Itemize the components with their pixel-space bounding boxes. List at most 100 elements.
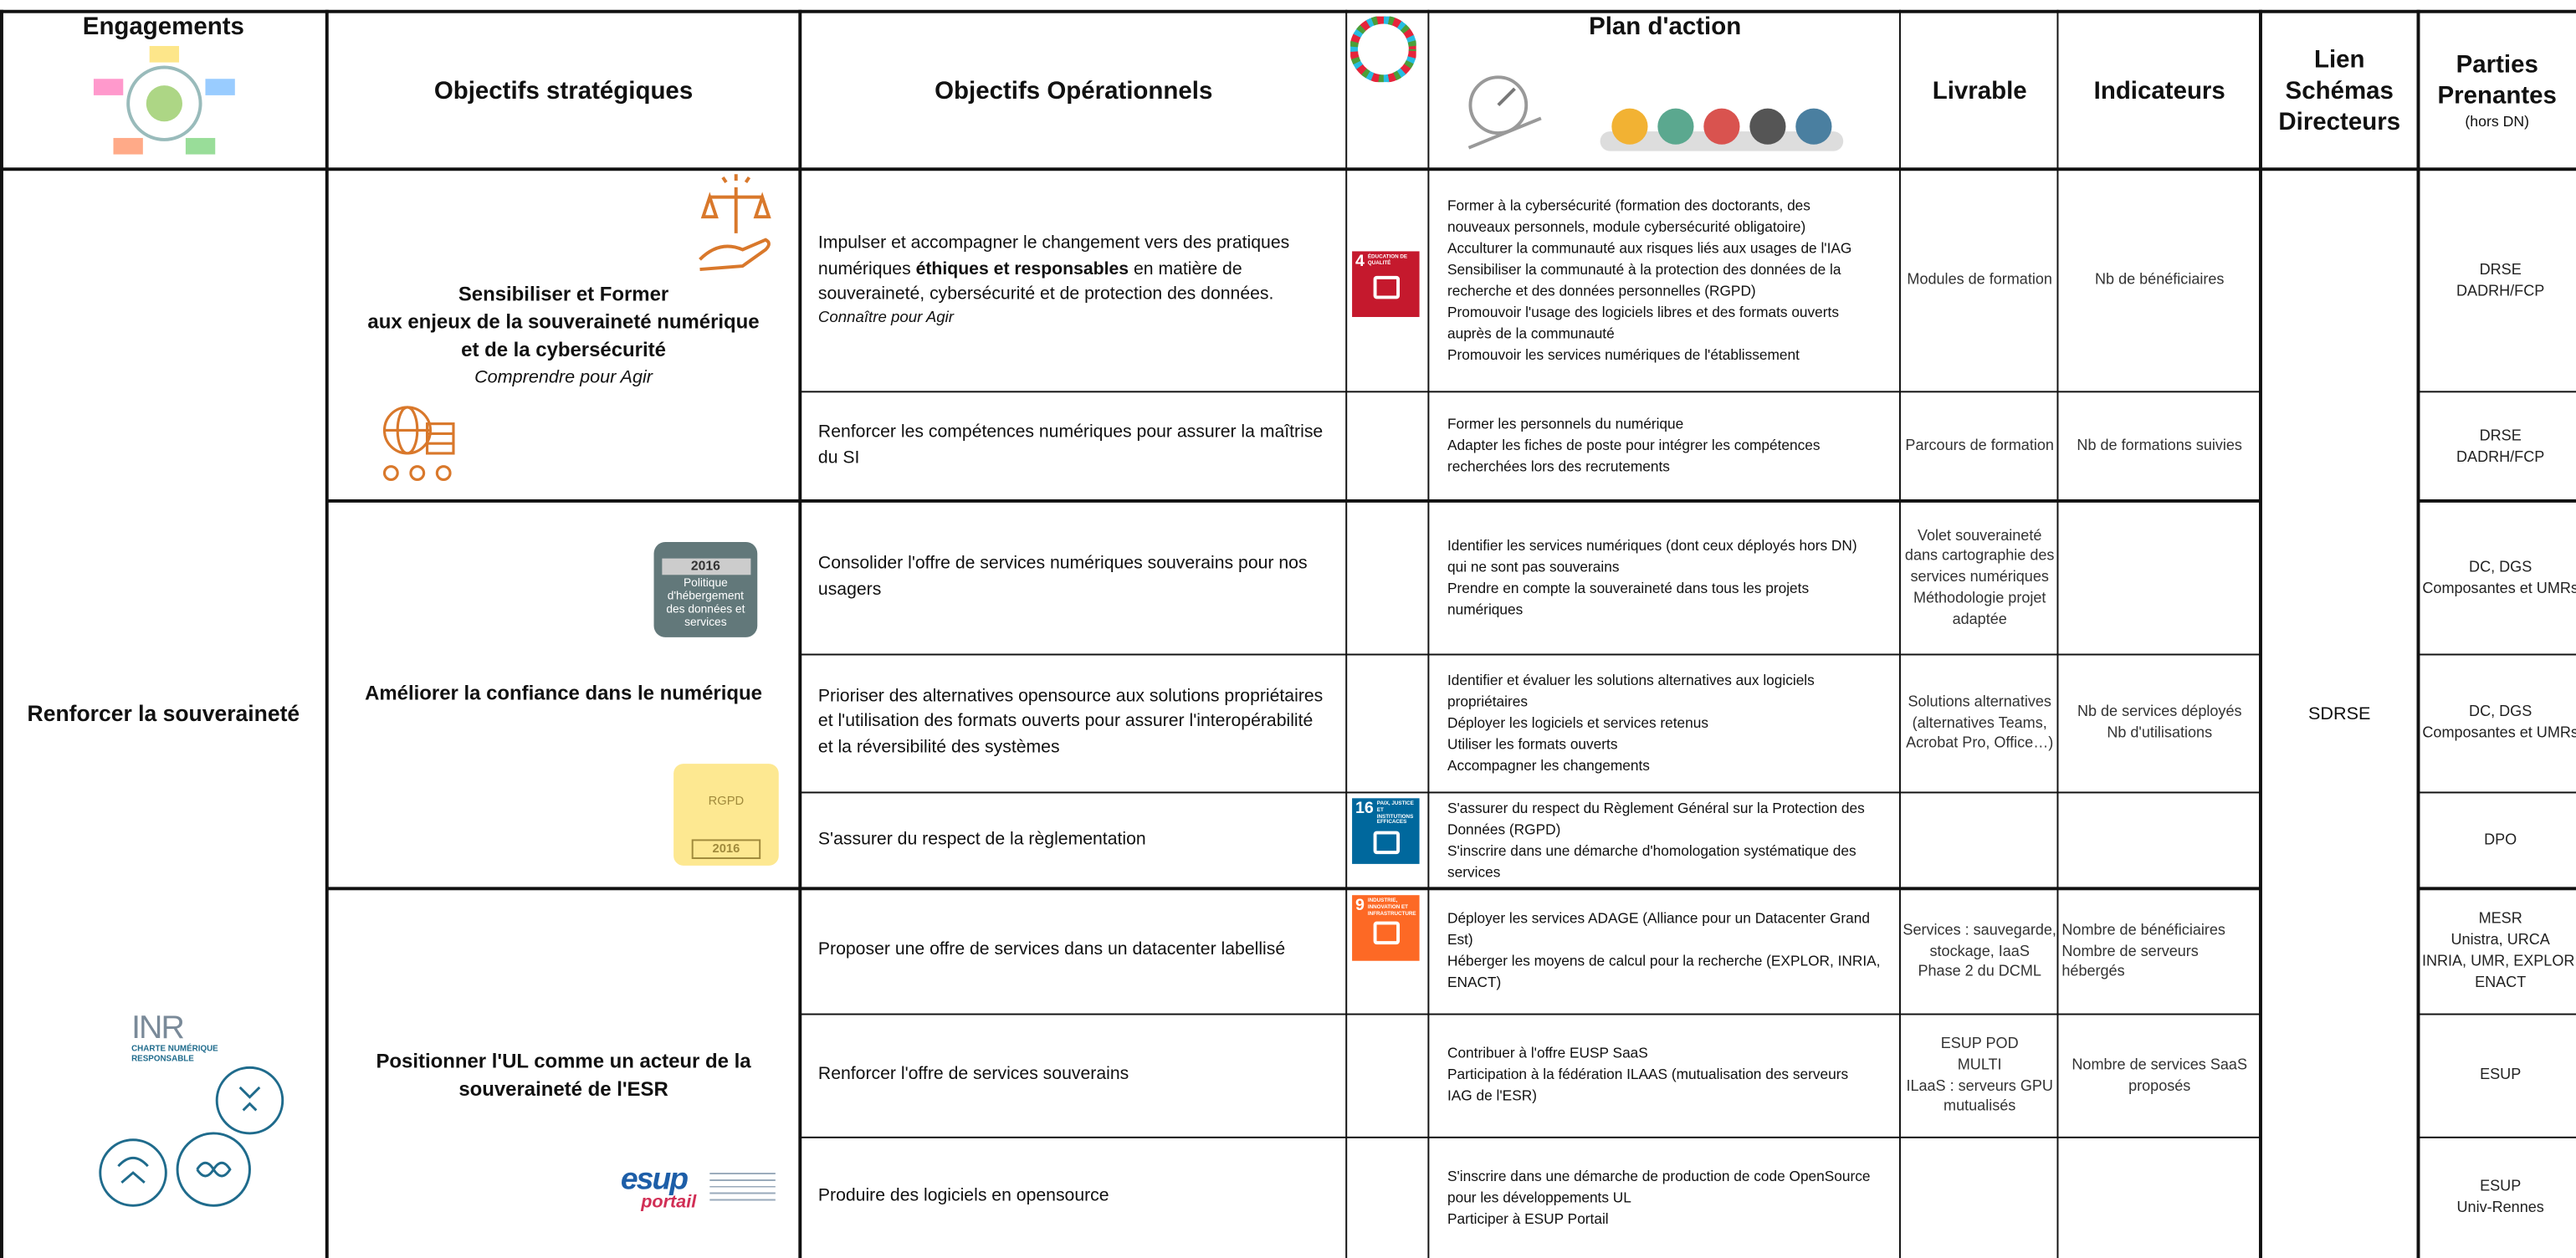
- table-border: [1345, 9, 1348, 1258]
- action-plan: Déployer les services ADAGE (Alliance po…: [1429, 888, 1901, 1013]
- operational-text: Proposer une offre de services dans un d…: [818, 938, 1331, 964]
- table-border: [2418, 1136, 2576, 1138]
- indicateurs: [2058, 791, 2261, 888]
- sdg-number: 4: [1355, 253, 1365, 272]
- sdg-head: 4 ÉDUCATION DE QUALITÉ: [1355, 253, 1416, 272]
- indicateurs: [2058, 1137, 2261, 1258]
- indicateurs: Nb de services déployés Nb d'utilisations: [2058, 654, 2261, 792]
- badge-year: 2016: [691, 839, 761, 859]
- table-border: [1899, 9, 1902, 1258]
- indicateurs: Nombre de bénéficiaires Nombre de serveur…: [2058, 888, 2261, 1013]
- badge-text: services: [684, 617, 727, 630]
- header-text: Objectifs stratégiques: [433, 76, 694, 105]
- header-engagements: Engagements: [82, 13, 244, 42]
- badge-inr-logo: INR: [131, 1010, 185, 1046]
- parties-prenantes-line: Composantes et UMRs: [2422, 724, 2576, 741]
- indicateurs: Nb de formations suivies: [2058, 391, 2261, 501]
- livrable-line: mutualisés: [1944, 1097, 2016, 1114]
- table-border: [800, 391, 2261, 393]
- action-plan: S'assurer du respect du Règlement Généra…: [1429, 791, 1901, 888]
- table-border: [0, 9, 2576, 13]
- indicateurs-line: hébergés: [2061, 963, 2125, 980]
- parties-prenantes-line: INRIA, UMR, EXPLOR,: [2421, 952, 2576, 969]
- action-plan-line: Identifier et évaluer les solutions alte…: [1447, 671, 1815, 688]
- action-plan-line: propriétaires: [1447, 692, 1529, 709]
- badge-inr: INR CHARTE NUMÉRIQUE RESPONSABLE: [131, 1005, 263, 1071]
- action-plan-line: Acculturer la communauté aux risques lié…: [1447, 238, 1852, 256]
- operational-part: Produire des logiciels en opensource: [817, 1186, 1109, 1206]
- livrable: [1901, 791, 2059, 888]
- operational-objective: Consolider l'offre de services numérique…: [800, 501, 1347, 654]
- action-plan: Former à la cybersécurité (formation des…: [1429, 169, 1901, 391]
- action-plan-line: Promouvoir les services numériques de l'…: [1447, 345, 1800, 362]
- table-border: [798, 9, 801, 1258]
- gauge-icon: [1467, 75, 1542, 150]
- action-plan-line: Accompagner les changements: [1447, 756, 1650, 773]
- sdg-number: 9: [1355, 897, 1365, 915]
- livrable-line: ESUP POD: [1940, 1034, 2019, 1051]
- lien-schemas: SDRSE: [2261, 169, 2419, 1258]
- strategic-objective-line: souveraineté de l'ESR: [458, 1077, 668, 1101]
- operational-objective: Renforcer l'offre de services souverains: [800, 1014, 1347, 1137]
- livrable: Parcours de formation: [1901, 391, 2059, 501]
- table-border: [326, 887, 2261, 891]
- engagement: Renforcer la souveraineté: [0, 169, 327, 1258]
- operational-objective: Renforcer les compétences numériques pou…: [800, 391, 1347, 501]
- strategic-objective-line: Positionner l'UL comme un acteur de la: [376, 1049, 751, 1073]
- action-plan-line: Est): [1447, 931, 1473, 949]
- lien-text: SDRSE: [2308, 703, 2371, 724]
- action-plan-line: Déployer les logiciels et services reten…: [1447, 713, 1709, 730]
- action-plan: Former les personnels du numérique Adapte…: [1429, 391, 1901, 501]
- engagement-text: Renforcer la souveraineté: [27, 701, 300, 726]
- badge-esup-1: esup: [620, 1162, 689, 1197]
- parties-prenantes-line: ESUP: [2480, 1066, 2522, 1083]
- header-lien-line: Schémas: [2285, 76, 2394, 105]
- action-plan-line: Données (RGPD): [1447, 820, 1561, 837]
- operational-part: Prioriser des alternatives opensource au…: [817, 686, 1324, 757]
- table-border: [2418, 1013, 2576, 1015]
- badge-rgpd: RGPD 2016: [673, 764, 779, 866]
- parties-prenantes: ESUP Univ-Rennes: [2418, 1137, 2576, 1258]
- livrable-line: ILaaS : serveurs GPU: [1906, 1076, 2053, 1093]
- action-plan-line: Former à la cybersécurité (formation des…: [1447, 196, 1810, 213]
- action-plan-line: Former les personnels du numérique: [1447, 415, 1684, 432]
- action-plan-line: numériques: [1447, 600, 1524, 617]
- action-plan-line: ENACT): [1447, 974, 1502, 991]
- badge-esup: esup portail: [602, 1159, 707, 1215]
- table-border: [2418, 653, 2576, 656]
- header-note: (hors DN): [2465, 113, 2530, 130]
- action-plan-line: Héberger les moyens de calcul pour la re…: [1447, 952, 1881, 969]
- livrable-line: Modules de formation: [1907, 271, 2052, 288]
- header-livrable: Livrable: [1901, 12, 2059, 170]
- livrable-line: services numériques: [1910, 568, 2049, 586]
- operational-part: Proposer une offre de services dans un d…: [817, 939, 1286, 960]
- action-plan-line: Utiliser les formats ouverts: [1447, 734, 1618, 752]
- table-border: [325, 9, 329, 1258]
- table-border: [2056, 9, 2059, 1258]
- table-border: [2418, 499, 2576, 503]
- parties-prenantes: DRSE DADRH/FCP: [2418, 169, 2576, 391]
- badge-text: des données et: [666, 604, 745, 616]
- action-plan-line: recherche et des données personnelles (R…: [1447, 281, 1756, 299]
- header-parties: Parties Prenantes (hors DN): [2418, 12, 2576, 170]
- operational-objective: Produire des logiciels en opensource: [800, 1137, 1347, 1258]
- livrable-line: Services : sauvegarde,: [1903, 921, 2056, 938]
- operational-part: Renforcer les compétences numériques pou…: [817, 422, 1324, 468]
- action-plan-line: S'assurer du respect du Règlement Généra…: [1447, 799, 1865, 816]
- parties-prenantes-line: Composantes et UMRs: [2422, 579, 2576, 596]
- action-plan-line: Déployer les services ADAGE (Alliance po…: [1447, 909, 1871, 927]
- header-parties-line: Prenantes: [2437, 82, 2557, 110]
- indicateurs-line: Nb de bénéficiaires: [2094, 271, 2225, 288]
- parties-prenantes-line: DADRH/FCP: [2456, 281, 2545, 299]
- header-indicateurs: Indicateurs: [2058, 12, 2261, 170]
- action-plan-line: Promouvoir l'usage des logiciels libres …: [1447, 303, 1839, 320]
- livrable-line: dans cartographie des: [1904, 547, 2055, 565]
- sdg-label: PAIX, JUSTICE ET INSTITUTIONS EFFICACES: [1376, 800, 1414, 826]
- operational-part: éthiques et responsables: [915, 258, 1129, 279]
- table-border: [2418, 887, 2576, 891]
- parties-prenantes-line: DADRH/FCP: [2456, 447, 2545, 464]
- sdg-head: 16 PAIX, JUSTICE ET INSTITUTIONS EFFICACE…: [1355, 800, 1416, 826]
- parties-prenantes-line: ENACT: [2475, 974, 2527, 990]
- action-plan: Contribuer à l'offre EUSP SaaS Participat…: [1429, 1014, 1901, 1137]
- livrable: Modules de formation: [1901, 169, 2059, 391]
